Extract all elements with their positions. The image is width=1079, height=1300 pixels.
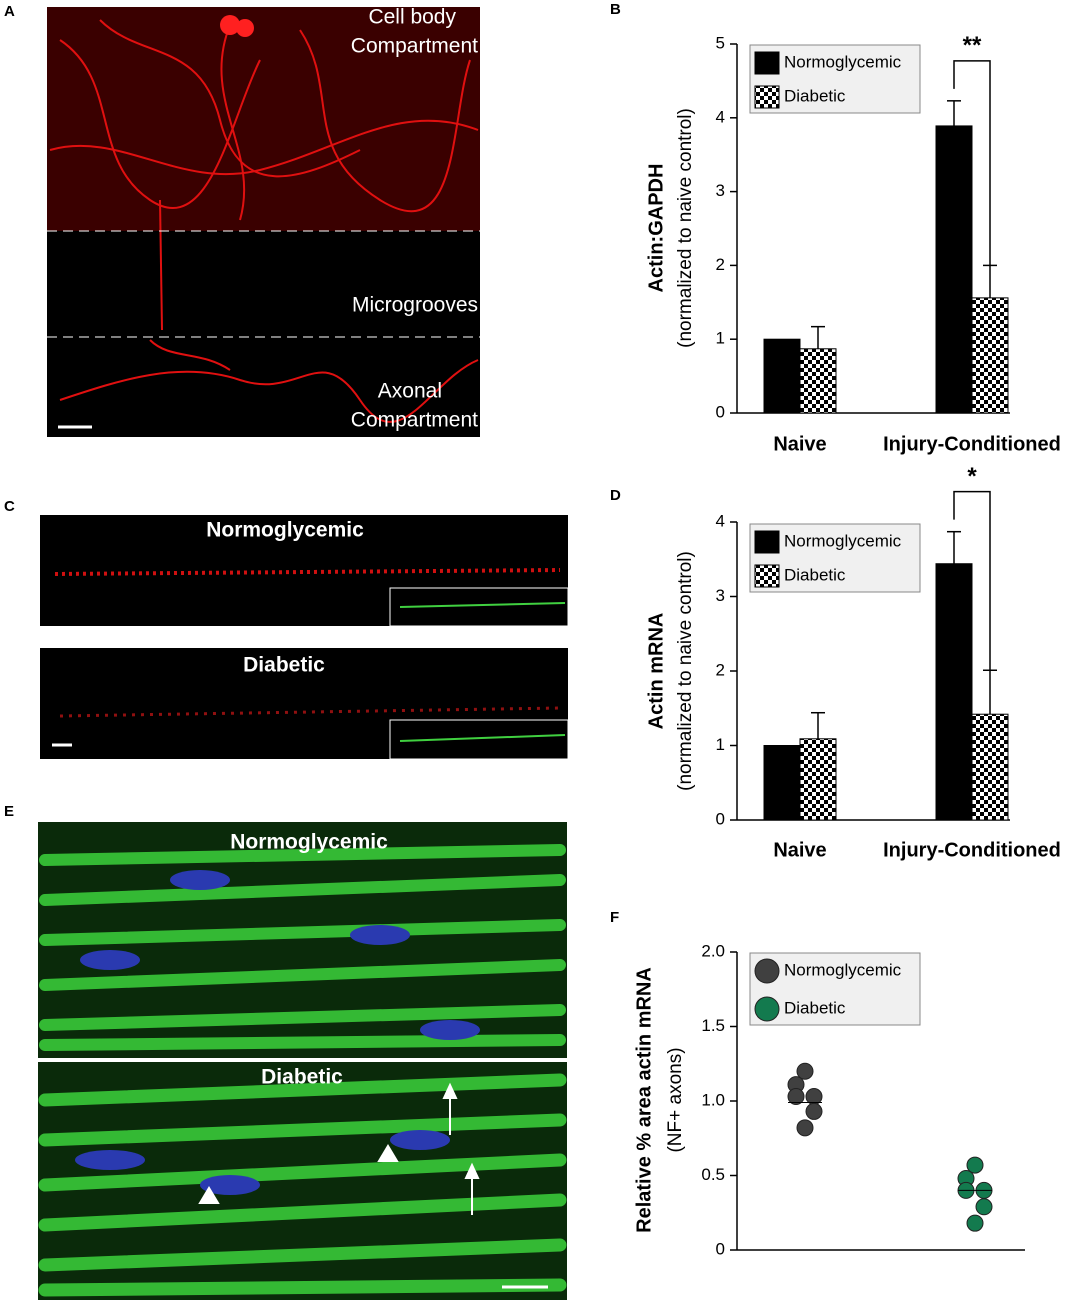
legend-swatch (754, 51, 780, 75)
bar (935, 563, 973, 821)
y-axis-subtitle: (NF+ axons) (665, 1047, 686, 1152)
bar (763, 338, 801, 414)
data-point (966, 1214, 984, 1232)
y-tick-label: 1.0 (701, 1090, 725, 1109)
micrograph-c: Normoglycemic Diabetic (40, 515, 569, 760)
legend-swatch (754, 996, 780, 1022)
y-axis-title: Actin:GAPDH (645, 164, 667, 293)
significance-bracket (953, 490, 991, 671)
bar (763, 745, 801, 821)
image-label: Compartment (351, 409, 478, 432)
y-tick-label: 0.5 (701, 1165, 725, 1184)
micrograph-a: Cell body Compartment Microgrooves Axona… (47, 6, 480, 437)
panel-label: D (610, 487, 621, 504)
image-label: Microgrooves (352, 294, 478, 317)
bar (799, 348, 837, 414)
image-label: Compartment (351, 35, 478, 58)
y-tick-label: 2 (716, 660, 725, 679)
y-tick-label: 1 (716, 735, 725, 754)
significance-bracket (953, 60, 991, 266)
panel-label: C (4, 498, 15, 515)
y-tick-label: 5 (716, 33, 725, 52)
image-label: Diabetic (243, 654, 325, 677)
bar (971, 713, 1009, 821)
legend-label: Normoglycemic (784, 960, 902, 979)
significance-label: ** (963, 32, 982, 59)
y-tick-label: 1.5 (701, 1016, 725, 1035)
image-label: Normoglycemic (230, 831, 388, 854)
significance-label: * (967, 463, 977, 490)
y-tick-label: 0 (716, 402, 725, 421)
micrograph-e: Normoglycemic Diabetic (38, 822, 567, 1300)
legend-label: Normoglycemic (784, 531, 902, 550)
legend-label: Diabetic (784, 565, 846, 584)
y-tick-label: 3 (716, 181, 725, 200)
panel-label: B (610, 1, 621, 18)
bar (799, 738, 837, 821)
y-axis-title: Relative % area actin mRNA (633, 967, 655, 1233)
panel-label: F (610, 909, 619, 926)
x-tick-label: Injury-Conditioned (883, 839, 1061, 861)
panel-label: E (4, 803, 14, 820)
y-axis-subtitle: (normalized to naive control) (675, 108, 696, 348)
image-label: Axonal (378, 380, 442, 403)
data-point (805, 1102, 823, 1120)
legend-swatch (754, 530, 780, 554)
y-tick-label: 3 (716, 586, 725, 605)
data-point (787, 1088, 805, 1106)
x-tick-label: Naive (773, 433, 826, 455)
y-tick-label: 0 (716, 809, 725, 828)
y-tick-label: 4 (716, 107, 725, 126)
data-point (796, 1062, 814, 1080)
legend-swatch (754, 958, 780, 984)
y-tick-label: 4 (716, 511, 725, 530)
image-label: Cell body (368, 6, 456, 29)
bar (935, 125, 973, 414)
panel-label: A (4, 3, 15, 20)
legend-label: Diabetic (784, 998, 846, 1017)
x-tick-label: Injury-Conditioned (883, 433, 1061, 455)
y-axis-title: Actin mRNA (645, 613, 667, 730)
y-tick-label: 2.0 (701, 941, 725, 960)
y-tick-label: 2 (716, 255, 725, 274)
x-tick-label: Naive (773, 839, 826, 861)
y-axis-subtitle: (normalized to naive control) (675, 551, 696, 791)
bar (971, 297, 1009, 414)
data-point (966, 1156, 984, 1174)
y-tick-label: 0 (716, 1239, 725, 1258)
legend-swatch (754, 564, 780, 588)
image-label: Diabetic (261, 1066, 343, 1089)
legend-swatch (754, 85, 780, 109)
data-point (796, 1119, 814, 1137)
legend-label: Diabetic (784, 86, 846, 105)
y-tick-label: 1 (716, 329, 725, 348)
data-point (975, 1198, 993, 1216)
legend-label: Normoglycemic (784, 52, 902, 71)
image-label: Normoglycemic (206, 519, 364, 542)
